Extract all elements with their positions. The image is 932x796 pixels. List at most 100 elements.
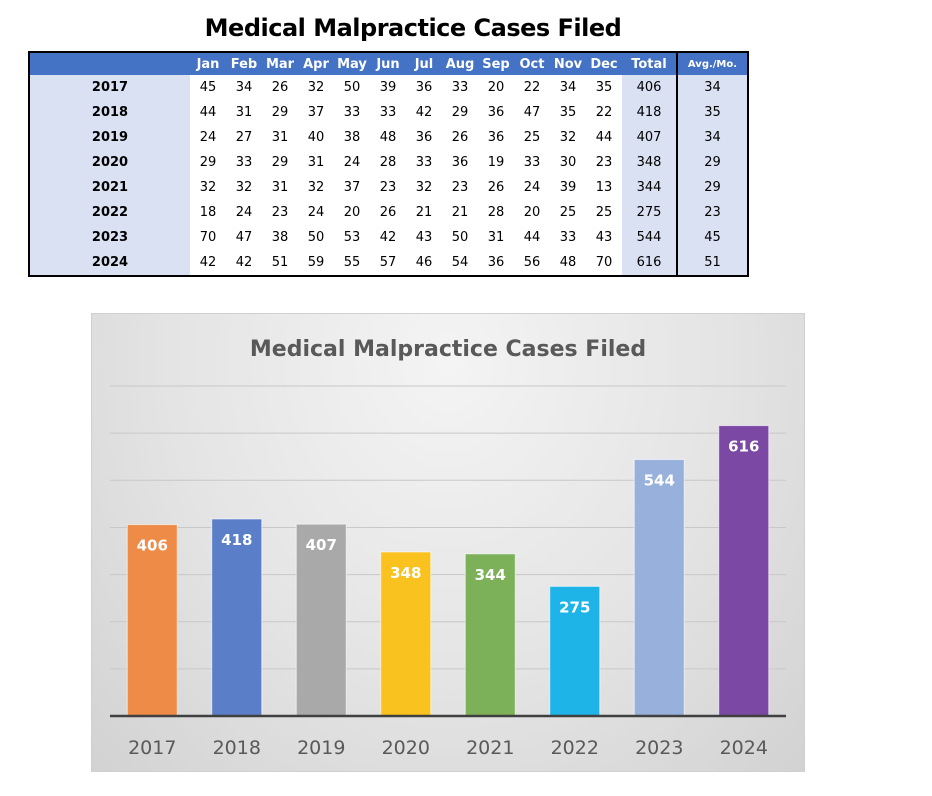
column-header-avgmo: Avg./Mo. — [676, 52, 748, 75]
month-value: 31 — [271, 180, 289, 195]
month-value: 33 — [235, 155, 253, 170]
month-value: 23 — [271, 205, 289, 220]
month-value: 24 — [343, 155, 361, 170]
x-tick-label-2019: 2019 — [297, 737, 345, 759]
column-header-aug: Aug — [445, 56, 475, 72]
row-total: 418 — [622, 100, 677, 125]
row-average: 34 — [676, 125, 748, 150]
month-value: 27 — [235, 130, 253, 145]
data-labels: 406 418 407 348 344 275 544 616 — [137, 438, 760, 617]
column-header-dec: Dec — [590, 56, 618, 72]
month-value: 33 — [523, 155, 541, 170]
month-value: 70 — [595, 255, 613, 270]
data-label-2017: 406 — [137, 537, 168, 555]
month-value: 47 — [235, 230, 253, 245]
row-average: 23 — [676, 200, 748, 225]
table-row: 2019 24 27 31 40 38 48 36 26 36 25 32 44 407 34 — [29, 125, 748, 150]
month-value: 36 — [487, 255, 505, 270]
data-label-2018: 418 — [221, 531, 252, 549]
table-row: 2021 32 32 31 32 37 23 32 23 26 24 39 13 344 29 — [29, 175, 748, 200]
month-value: 40 — [307, 130, 325, 145]
year-column-header — [29, 52, 190, 75]
month-value: 43 — [595, 230, 613, 245]
month-value: 44 — [523, 230, 541, 245]
month-value: 24 — [307, 205, 325, 220]
row-average: 45 — [676, 225, 748, 250]
column-header-jul: Jul — [414, 56, 434, 72]
bar-chart: Medical Malpractice Cases Filed 406 418 40… — [91, 313, 805, 772]
month-value: 43 — [415, 230, 433, 245]
column-header-total: Total — [631, 56, 667, 72]
row-average: 34 — [676, 75, 748, 100]
month-value: 44 — [595, 130, 613, 145]
month-value: 55 — [343, 255, 361, 270]
row-year: 2019 — [29, 125, 190, 150]
month-value: 29 — [271, 155, 289, 170]
month-value: 70 — [199, 230, 217, 245]
month-value: 25 — [523, 130, 541, 145]
bar-2021 — [464, 553, 516, 717]
month-value: 33 — [379, 105, 397, 120]
month-value: 31 — [307, 155, 325, 170]
month-value: 33 — [343, 105, 361, 120]
month-value: 19 — [487, 155, 505, 170]
row-total: 406 — [622, 75, 677, 100]
row-year: 2021 — [29, 175, 190, 200]
month-value: 37 — [343, 180, 361, 195]
month-value: 37 — [307, 105, 325, 120]
table-row: 2023 70 47 38 50 53 42 43 50 31 44 33 43 544 45 — [29, 225, 748, 250]
month-value: 42 — [379, 230, 397, 245]
row-year: 2023 — [29, 225, 190, 250]
month-value: 18 — [199, 205, 217, 220]
column-header-jun: Jun — [376, 56, 400, 72]
x-tick-label-2024: 2024 — [720, 737, 768, 759]
table-header-row: Jan Feb Mar Apr May Jun Jul Aug Sep Oct Nov Dec Tota… — [29, 52, 748, 75]
month-value: 31 — [487, 230, 505, 245]
data-label-2022: 275 — [559, 598, 590, 616]
x-tick-label-2020: 2020 — [382, 737, 430, 759]
table-row: 2017 45 34 26 32 50 39 36 33 20 22 34 35 406 34 — [29, 75, 748, 100]
month-value: 32 — [307, 180, 325, 195]
row-year: 2022 — [29, 200, 190, 225]
bar-2023 — [633, 459, 685, 717]
month-value: 28 — [487, 205, 505, 220]
month-value: 31 — [271, 130, 289, 145]
table-row: 2022 18 24 23 24 20 26 21 21 28 20 25 25 275 23 — [29, 200, 748, 225]
month-value: 42 — [199, 255, 217, 270]
month-value: 39 — [379, 80, 397, 95]
x-tick-label-2017: 2017 — [128, 737, 176, 759]
bars — [126, 425, 770, 717]
row-total: 275 — [622, 200, 677, 225]
month-value: 24 — [199, 130, 217, 145]
row-total: 616 — [622, 250, 677, 276]
month-value: 36 — [487, 105, 505, 120]
month-value: 30 — [559, 155, 577, 170]
month-value: 29 — [271, 105, 289, 120]
month-value: 32 — [235, 180, 253, 195]
month-value: 36 — [415, 80, 433, 95]
month-value: 23 — [379, 180, 397, 195]
month-value: 25 — [559, 205, 577, 220]
bar-2020 — [380, 551, 432, 717]
month-value: 57 — [379, 255, 397, 270]
bar-2024 — [718, 425, 770, 717]
month-value: 33 — [559, 230, 577, 245]
month-value: 24 — [235, 205, 253, 220]
x-axis-tick-labels: 2017 2018 2019 2020 2021 2022 2023 2024 — [128, 737, 768, 759]
month-value: 29 — [451, 105, 469, 120]
column-header-jan: Jan — [196, 56, 220, 72]
month-value: 46 — [415, 255, 433, 270]
month-value: 50 — [307, 230, 325, 245]
month-value: 39 — [559, 180, 577, 195]
bar-2022 — [549, 585, 601, 717]
column-header-feb: Feb — [230, 56, 258, 72]
x-tick-label-2022: 2022 — [551, 737, 599, 759]
table-row: 2020 29 33 29 31 24 28 33 36 19 33 30 23 348 29 — [29, 150, 748, 175]
month-value: 23 — [451, 180, 469, 195]
month-value: 38 — [271, 230, 289, 245]
data-label-2021: 344 — [475, 566, 506, 584]
month-value: 26 — [379, 205, 397, 220]
month-value: 54 — [451, 255, 469, 270]
row-average: 35 — [676, 100, 748, 125]
month-value: 42 — [235, 255, 253, 270]
